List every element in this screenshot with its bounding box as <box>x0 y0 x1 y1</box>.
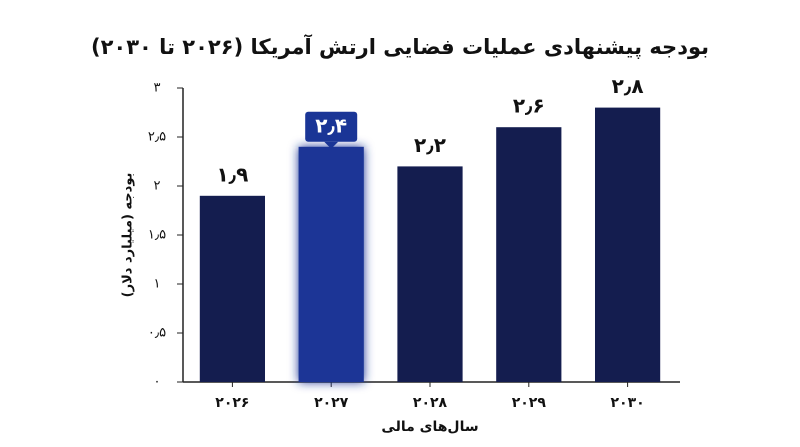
bar <box>594 107 661 382</box>
x-tick-label: ۲۰۲۸ <box>413 395 448 411</box>
y-tick-label: ۲ <box>154 179 161 194</box>
value-label: ۲٫۸ <box>612 74 644 98</box>
y-tick-label: ۱٫۵ <box>148 228 166 243</box>
value-label: ۲٫۲ <box>414 133 446 157</box>
value-label-box <box>305 111 358 142</box>
bar <box>298 146 364 382</box>
y-tick-label: ۳ <box>154 81 161 96</box>
value-label-pointer <box>324 141 339 149</box>
bar <box>199 195 266 382</box>
value-label: ۲٫۴ <box>315 113 347 137</box>
x-tick-label: ۲۰۲۹ <box>512 395 547 411</box>
bar <box>496 127 562 382</box>
y-tick-label: ۰ <box>154 375 161 390</box>
x-tick-label: ۲۰۲۶ <box>215 395 249 411</box>
x-axis-title: سال‌های مالی <box>381 419 478 435</box>
y-tick-label: ۱ <box>154 277 161 292</box>
y-axis-title: بودجه (میلیارد دلار) <box>121 173 136 298</box>
value-label: ۲٫۶ <box>513 94 545 118</box>
chart-title: بودجه پیشنهادی عملیات فضایی ارتش آمریکا … <box>91 34 709 59</box>
y-tick-label: ۲٫۵ <box>148 130 166 145</box>
x-tick-label: ۲۰۳۰ <box>611 395 645 411</box>
value-label: ۱٫۹ <box>216 162 248 186</box>
y-tick-label: ۰٫۵ <box>148 326 166 341</box>
x-tick-label: ۲۰۲۷ <box>314 395 349 411</box>
bar <box>397 166 463 382</box>
